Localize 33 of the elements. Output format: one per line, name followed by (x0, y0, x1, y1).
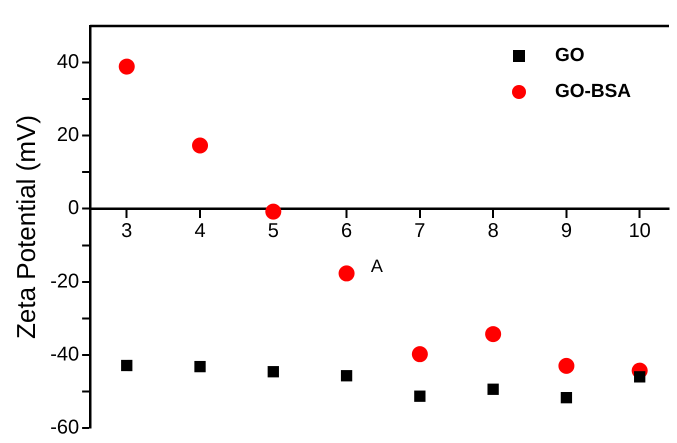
point (560, 392, 572, 404)
point (634, 371, 646, 382)
y-tick-label: 40 (56, 51, 80, 74)
x-tick-label: 5 (268, 220, 279, 242)
point (485, 326, 502, 342)
point (558, 358, 574, 374)
x-tick-label: 9 (560, 220, 572, 242)
point (338, 265, 355, 282)
point (414, 390, 426, 402)
point (268, 366, 279, 378)
legend-label: GO-BSA (555, 81, 632, 102)
y-tick-label: -60 (50, 416, 80, 439)
point (121, 360, 132, 372)
y-tick-label: 0 (68, 197, 80, 220)
point (118, 58, 135, 75)
y-tick-label: -20 (50, 270, 80, 292)
y-axis-title: Zeta Potential (mV) (10, 115, 41, 339)
point (194, 360, 206, 372)
point (192, 138, 208, 154)
x-tick-label: 4 (194, 220, 206, 242)
point (265, 204, 282, 220)
legend-label: GO (555, 45, 585, 66)
point (412, 346, 428, 362)
annotation: A (370, 256, 383, 276)
point (340, 370, 352, 382)
x-tick-label: 7 (414, 220, 426, 242)
x-tick-label: 6 (341, 220, 352, 242)
x-tick-label: 3 (121, 220, 132, 242)
x-tick-label: 8 (488, 220, 499, 242)
x-tick-label: 10 (628, 220, 651, 242)
point (487, 384, 499, 395)
y-tick-label: -40 (50, 343, 80, 366)
y-tick-label: 20 (56, 124, 80, 146)
